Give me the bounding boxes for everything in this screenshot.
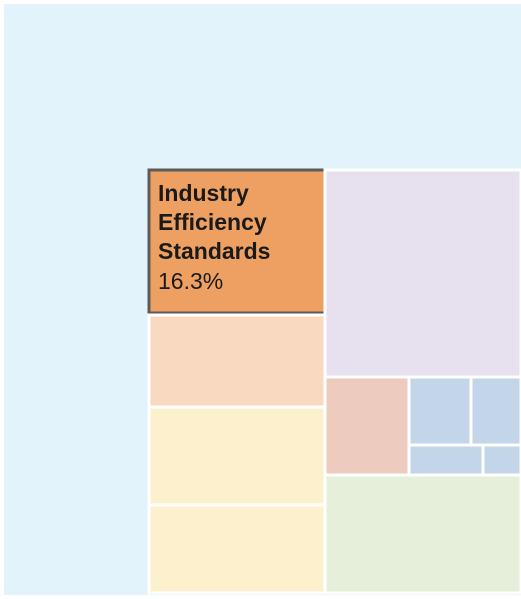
tile-peach xyxy=(147,313,327,409)
tile-yellow-lower xyxy=(147,503,327,595)
tile-yellow-upper xyxy=(147,405,327,507)
highlight-label-line-2: Efficiency xyxy=(158,209,267,235)
tile-blue-3 xyxy=(407,443,485,477)
highlight-value: 16.3% xyxy=(158,268,223,294)
tile-green xyxy=(323,473,521,595)
tile-lavender xyxy=(323,168,521,379)
highlight-label: Industry Efficiency Standards 16.3% xyxy=(158,180,270,294)
highlight-label-line-3: Standards xyxy=(158,238,270,264)
tile-rose xyxy=(323,375,411,477)
tile-highlighted xyxy=(147,168,327,315)
tile-blue-4 xyxy=(481,443,521,477)
highlight-label-line-1: Industry xyxy=(158,180,249,206)
tile-blue-1 xyxy=(407,375,473,447)
tile-blue-2 xyxy=(469,375,521,447)
tiles-layer xyxy=(4,4,521,595)
